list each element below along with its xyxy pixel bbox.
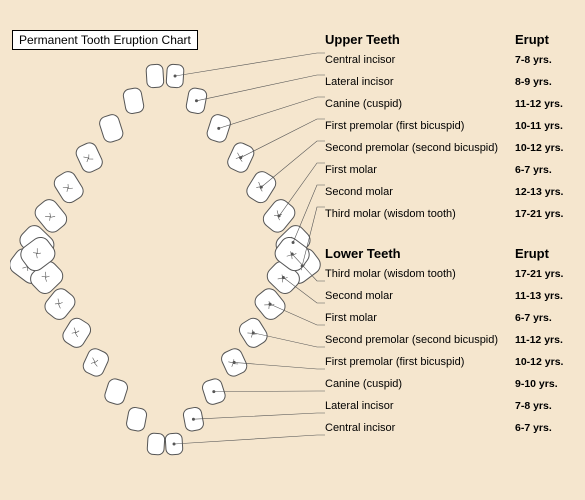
- lower-name: Lateral incisor: [325, 400, 515, 412]
- lower-row: Central incisor6-7 yrs.: [325, 422, 575, 444]
- upper-erupt: 17-21 yrs.: [515, 208, 575, 220]
- upper-name: Lateral incisor: [325, 76, 515, 88]
- lower-name: Third molar (wisdom tooth): [325, 268, 515, 280]
- lower-row: Second molar11-13 yrs.: [325, 290, 575, 312]
- upper-erupt: 12-13 yrs.: [515, 186, 575, 198]
- lower-name: Canine (cuspid): [325, 378, 515, 390]
- lower-row: First molar6-7 yrs.: [325, 312, 575, 334]
- lower-name: Second molar: [325, 290, 515, 302]
- upper-row: Second molar12-13 yrs.: [325, 186, 575, 208]
- lower-erupt: 11-13 yrs.: [515, 290, 575, 302]
- upper-row: Third molar (wisdom tooth)17-21 yrs.: [325, 208, 575, 230]
- lower-erupt: 10-12 yrs.: [515, 356, 575, 368]
- lower-erupt: 9-10 yrs.: [515, 378, 575, 390]
- lower-row: First premolar (first bicuspid)10-12 yrs…: [325, 356, 575, 378]
- lower-header: Lower Teeth Erupt: [325, 246, 575, 268]
- lower-erupt: 6-7 yrs.: [515, 312, 575, 324]
- upper-row: First premolar (first bicuspid)10-11 yrs…: [325, 120, 575, 142]
- upper-row: First molar6-7 yrs.: [325, 164, 575, 186]
- lower-row: Canine (cuspid)9-10 yrs.: [325, 378, 575, 400]
- lower-erupt: 17-21 yrs.: [515, 268, 575, 280]
- lower-row: Lateral incisor7-8 yrs.: [325, 400, 575, 422]
- upper-row: Canine (cuspid)11-12 yrs.: [325, 98, 575, 120]
- upper-name: Third molar (wisdom tooth): [325, 208, 515, 220]
- labels-panel: Upper Teeth Erupt Central incisor7-8 yrs…: [325, 30, 575, 444]
- upper-name: Second premolar (second bicuspid): [325, 142, 515, 154]
- upper-header: Upper Teeth Erupt: [325, 32, 575, 54]
- upper-name: First molar: [325, 164, 515, 176]
- upper-row: Second premolar (second bicuspid)10-12 y…: [325, 142, 575, 164]
- teeth-diagram: [10, 35, 330, 495]
- lower-name: First premolar (first bicuspid): [325, 356, 515, 368]
- upper-erupt: 11-12 yrs.: [515, 98, 575, 110]
- upper-row: Central incisor7-8 yrs.: [325, 54, 575, 76]
- lower-name: Second premolar (second bicuspid): [325, 334, 515, 346]
- upper-erupt: 10-11 yrs.: [515, 120, 575, 132]
- upper-header-name: Upper Teeth: [325, 32, 515, 47]
- lower-header-name: Lower Teeth: [325, 246, 515, 261]
- upper-erupt: 8-9 yrs.: [515, 76, 575, 88]
- lower-header-erupt: Erupt: [515, 246, 575, 261]
- upper-name: Second molar: [325, 186, 515, 198]
- upper-name: First premolar (first bicuspid): [325, 120, 515, 132]
- lower-erupt: 7-8 yrs.: [515, 400, 575, 412]
- lower-erupt: 6-7 yrs.: [515, 422, 575, 434]
- lower-name: First molar: [325, 312, 515, 324]
- lower-row: Third molar (wisdom tooth)17-21 yrs.: [325, 268, 575, 290]
- upper-erupt: 10-12 yrs.: [515, 142, 575, 154]
- upper-name: Canine (cuspid): [325, 98, 515, 110]
- lower-row: Second premolar (second bicuspid)11-12 y…: [325, 334, 575, 356]
- lower-erupt: 11-12 yrs.: [515, 334, 575, 346]
- upper-header-erupt: Erupt: [515, 32, 575, 47]
- upper-erupt: 6-7 yrs.: [515, 164, 575, 176]
- lower-name: Central incisor: [325, 422, 515, 434]
- upper-erupt: 7-8 yrs.: [515, 54, 575, 66]
- upper-row: Lateral incisor8-9 yrs.: [325, 76, 575, 98]
- upper-name: Central incisor: [325, 54, 515, 66]
